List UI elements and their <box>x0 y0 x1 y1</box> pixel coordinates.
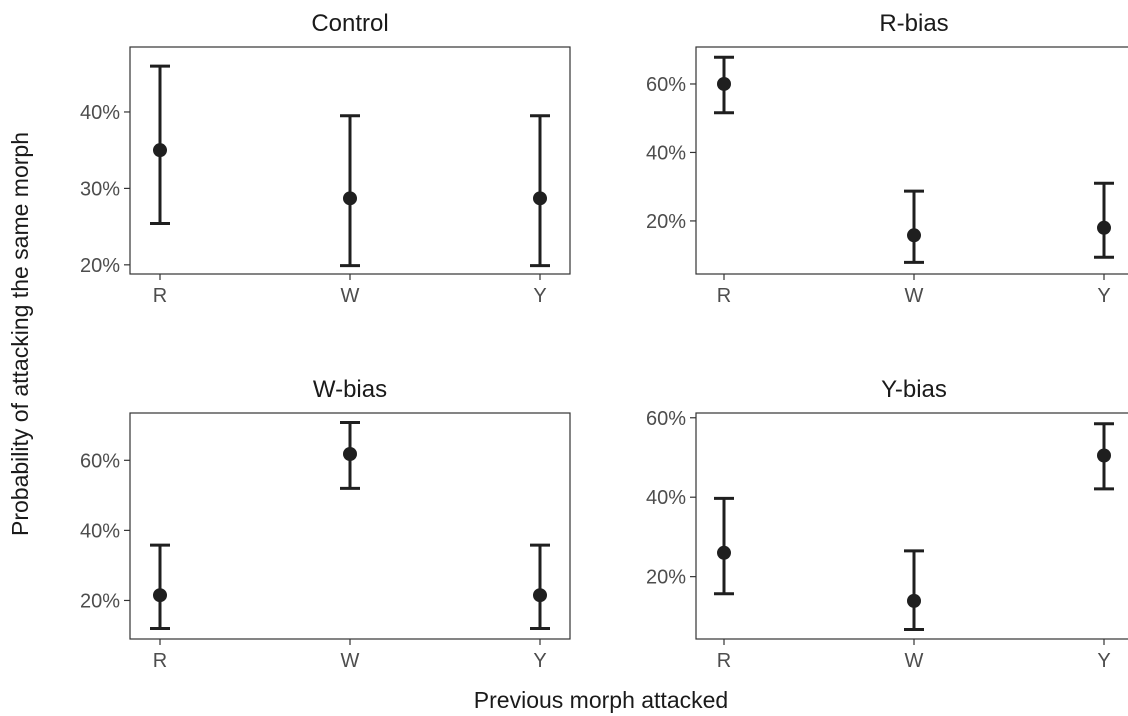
y-tick-label: 40% <box>80 102 120 124</box>
y-axis-title: Probability of attacking the same morph <box>7 132 33 536</box>
x-tick-label: Y <box>533 650 546 672</box>
panel-r-bias: R-bias 20% 40% 60% R W Y <box>646 10 1128 307</box>
panel-y-bias: Y-bias 20% 40% 60% R W Y <box>646 376 1128 672</box>
y-tick-label: 40% <box>646 487 686 509</box>
x-tick-label: W <box>341 650 360 672</box>
y-tick-label: 20% <box>80 255 120 277</box>
panel-title: Control <box>311 10 388 37</box>
y-tick-label: 30% <box>80 178 120 200</box>
x-tick-label: W <box>905 285 924 307</box>
x-tick-label: Y <box>533 285 546 307</box>
error-bar-w <box>904 549 924 631</box>
point-r <box>717 545 731 560</box>
y-tick-label: 60% <box>80 450 120 472</box>
point-w <box>907 593 921 608</box>
error-bar-y <box>1094 181 1114 259</box>
panel-title: R-bias <box>879 10 948 37</box>
point-w <box>343 446 357 461</box>
point-r <box>153 143 167 158</box>
x-tick-label: R <box>153 285 167 307</box>
y-tick-label: 60% <box>646 408 686 430</box>
panel-control: Control 20% 30% 40% R W Y <box>80 10 571 307</box>
point-w <box>343 191 357 206</box>
x-tick-label: R <box>717 285 731 307</box>
x-tick-label: R <box>717 650 731 672</box>
y-tick-label: 60% <box>646 74 686 96</box>
error-bar-r <box>150 543 170 630</box>
point-r <box>717 76 731 91</box>
panel-w-bias: W-bias 20% 40% 60% R W Y <box>80 376 571 672</box>
point-y <box>1097 220 1111 235</box>
point-y <box>533 191 547 206</box>
x-tick-label: W <box>341 285 360 307</box>
y-tick-label: 20% <box>646 567 686 589</box>
y-tick-label: 40% <box>646 142 686 164</box>
panel-title: W-bias <box>313 376 387 403</box>
error-bar-w <box>904 189 924 264</box>
point-y <box>533 588 547 603</box>
x-axis-title: Previous morph attacked <box>474 687 728 713</box>
panel-title: Y-bias <box>881 376 947 403</box>
x-tick-label: W <box>905 650 924 672</box>
x-tick-label: Y <box>1097 285 1110 307</box>
x-tick-label: R <box>153 650 167 672</box>
x-tick-label: Y <box>1097 650 1110 672</box>
point-r <box>153 588 167 603</box>
y-tick-label: 20% <box>80 590 120 612</box>
y-tick-label: 20% <box>646 211 686 233</box>
point-w <box>907 228 921 243</box>
y-tick-label: 40% <box>80 520 120 542</box>
error-bar-y <box>530 543 550 630</box>
error-bar-y <box>530 114 550 268</box>
error-bar-w <box>340 114 360 268</box>
point-y <box>1097 448 1111 463</box>
